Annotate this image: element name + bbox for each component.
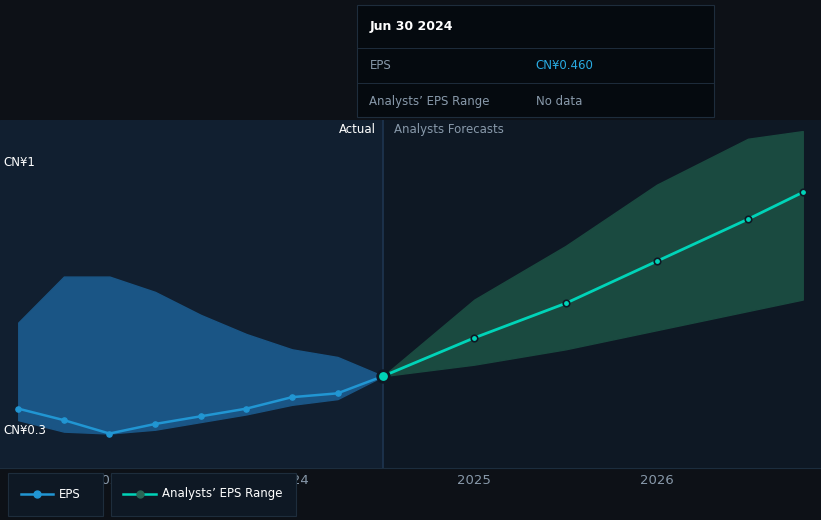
Point bbox=[331, 389, 344, 397]
Bar bbox=[0, 120, 383, 468]
Text: CN¥0.460: CN¥0.460 bbox=[536, 59, 594, 72]
Text: EPS: EPS bbox=[369, 59, 391, 72]
Point bbox=[377, 372, 390, 380]
Text: Actual: Actual bbox=[339, 123, 376, 136]
Point bbox=[30, 490, 44, 498]
FancyBboxPatch shape bbox=[8, 473, 103, 516]
Point bbox=[377, 372, 390, 380]
Text: No data: No data bbox=[536, 95, 582, 108]
Point bbox=[133, 490, 146, 498]
FancyBboxPatch shape bbox=[357, 5, 714, 117]
FancyBboxPatch shape bbox=[111, 473, 296, 516]
Point bbox=[468, 334, 481, 342]
Point bbox=[559, 299, 572, 307]
Point bbox=[194, 412, 207, 421]
Text: CN¥0.3: CN¥0.3 bbox=[3, 424, 47, 437]
Point bbox=[240, 405, 253, 413]
Point bbox=[286, 393, 299, 401]
Point bbox=[741, 215, 754, 223]
Point bbox=[57, 416, 71, 424]
Point bbox=[377, 372, 390, 380]
Point bbox=[103, 430, 116, 438]
Text: Analysts’ EPS Range: Analysts’ EPS Range bbox=[162, 488, 282, 500]
Text: EPS: EPS bbox=[59, 488, 80, 500]
Text: CN¥1: CN¥1 bbox=[3, 157, 35, 170]
Point bbox=[796, 188, 810, 197]
Point bbox=[11, 405, 25, 413]
Text: Jun 30 2024: Jun 30 2024 bbox=[369, 20, 453, 33]
Text: Analysts Forecasts: Analysts Forecasts bbox=[394, 123, 504, 136]
Point bbox=[149, 420, 162, 428]
Bar bbox=[383, 120, 821, 468]
Text: Analysts’ EPS Range: Analysts’ EPS Range bbox=[369, 95, 490, 108]
Point bbox=[650, 257, 663, 265]
